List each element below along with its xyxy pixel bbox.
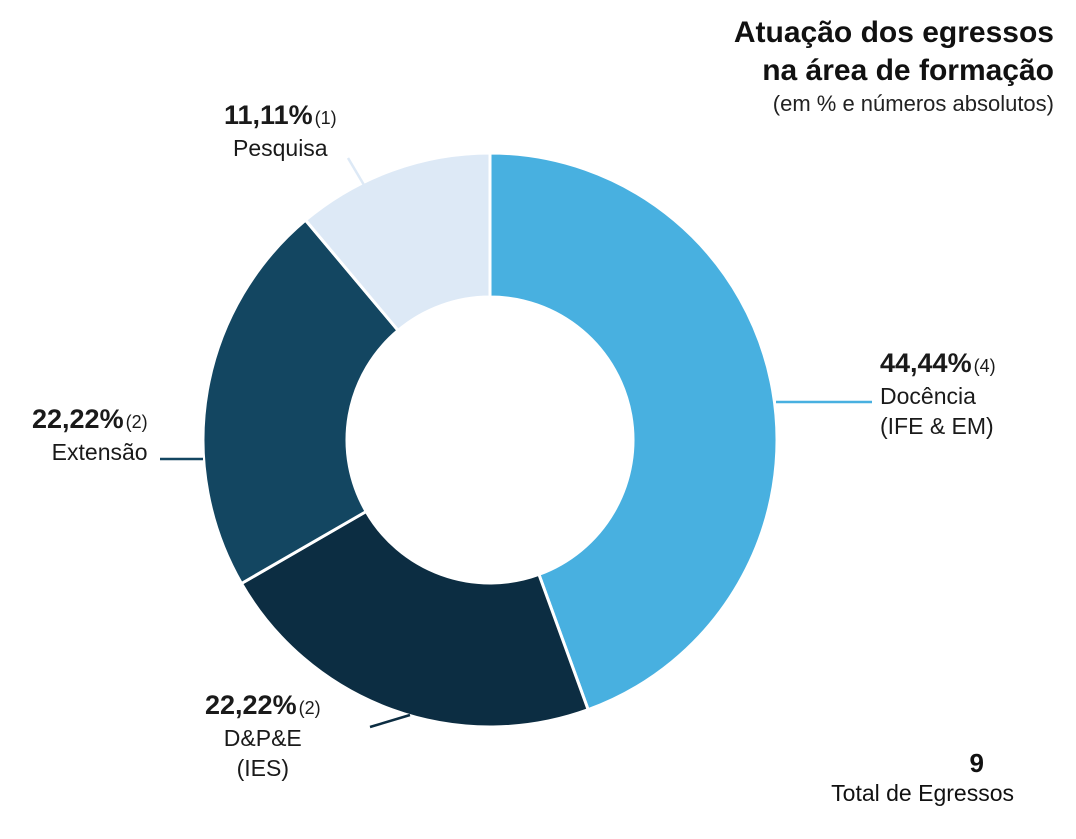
slice-count-dpe: (2): [298, 698, 321, 718]
total-label: Total de Egressos: [831, 780, 1014, 806]
leader-line-pesquisa: [346, 157, 366, 186]
slice-subname-docencia: (IFE & EM): [880, 413, 994, 439]
slice-dpe: [239, 509, 591, 729]
slice-count-docencia: (4): [973, 356, 996, 376]
slice-subname-dpe: (IES): [236, 755, 289, 781]
slice-name-docencia: Docência: [880, 383, 976, 409]
chart-title-block: Atuação dos egressos na área de formação…: [734, 14, 1054, 118]
slice-label-pesquisa: 11,11% (1) Pesquisa: [224, 100, 337, 163]
slice-name-extensao: Extensão: [51, 439, 148, 465]
slice-label-extensao: 22,22% (2) Extensão: [32, 404, 148, 467]
slice-percent-pesquisa: 11,11%: [224, 100, 313, 130]
slice-count-pesquisa: (1): [314, 108, 337, 128]
chart-title-line-1: Atuação dos egressos: [733, 16, 1054, 49]
slice-label-dpe: 22,22% (2) D&P&E (IES): [205, 690, 321, 783]
slice-name-pesquisa: Pesquisa: [232, 135, 328, 161]
total-value: 9: [969, 748, 984, 778]
chart-subtitle: (em % e números absolutos): [772, 91, 1054, 116]
slice-extensao: [201, 218, 401, 586]
slice-label-docencia: 44,44% (4) Docência (IFE & EM): [880, 348, 996, 441]
slice-count-extensao: (2): [125, 412, 148, 432]
slice-name-dpe: D&P&E: [223, 725, 302, 751]
chart-title-line-2: na área de formação: [762, 54, 1054, 87]
leader-line-dpe: [369, 713, 411, 729]
slice-percent-docencia: 44,44%: [880, 348, 972, 378]
slice-percent-extensao: 22,22%: [32, 404, 124, 434]
slice-pesquisa: [303, 151, 492, 333]
slice-docencia: [488, 151, 779, 712]
slice-percent-dpe: 22,22%: [205, 690, 297, 720]
total-block: 9 Total de Egressos: [831, 748, 1014, 808]
